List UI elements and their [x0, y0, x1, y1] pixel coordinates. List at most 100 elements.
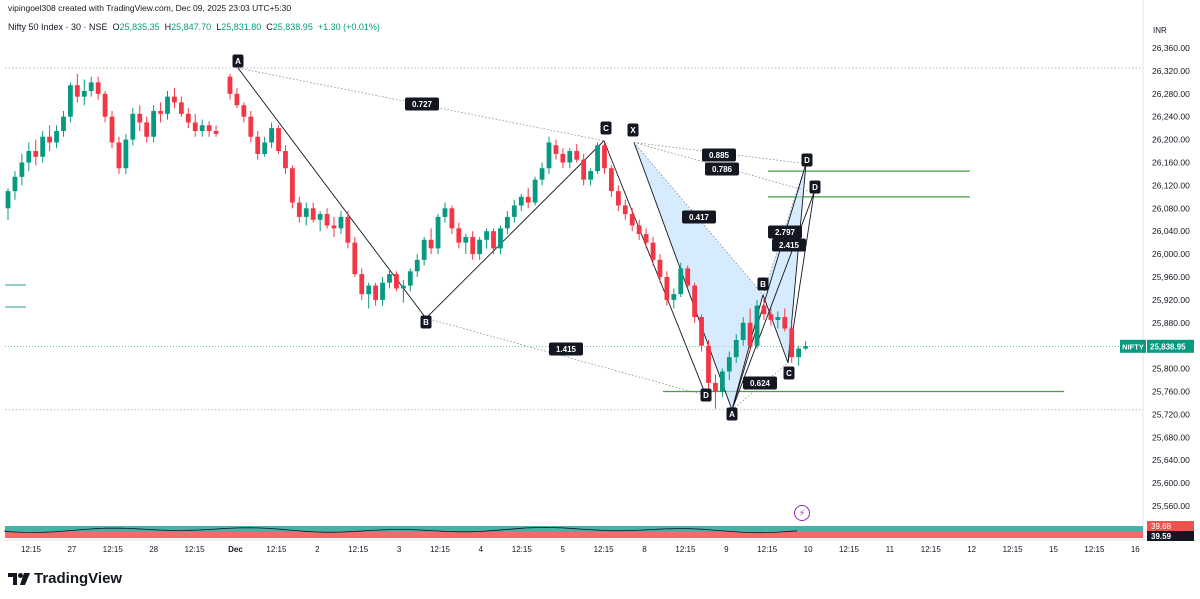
- candle-body: [761, 305, 767, 315]
- candle-body: [130, 113, 136, 140]
- lightning-icon[interactable]: ⚡: [794, 505, 810, 521]
- candle-body: [498, 228, 503, 249]
- price-tick: 26,080.00: [1152, 203, 1190, 213]
- candle-body: [768, 314, 774, 320]
- point-label-bg: [420, 315, 432, 329]
- point-label-c: C: [600, 121, 612, 135]
- time-tick: 12: [967, 545, 976, 554]
- candle-body: [102, 93, 108, 117]
- price-tick: 25,680.00: [1152, 432, 1190, 442]
- candle-body: [636, 225, 642, 235]
- price-tick: 26,040.00: [1152, 226, 1190, 236]
- point-label-c2: C: [783, 366, 795, 380]
- symbol-badge-bg: [1120, 339, 1146, 353]
- time-tick: 3: [397, 545, 402, 554]
- grid-layer: [5, 0, 1200, 541]
- candle-body: [532, 179, 538, 203]
- price-tick: 26,280.00: [1152, 89, 1190, 99]
- time-tick: 12:15: [348, 545, 369, 554]
- candle-body: [303, 208, 309, 217]
- point-label-text: D: [804, 156, 810, 165]
- candle-body: [172, 96, 177, 103]
- ratio-label-bg: [705, 162, 739, 176]
- candle-body: [95, 82, 101, 94]
- price-scale: 26,360.00 26,320.00 26,280.00 26,240.00 26,2…: [1120, 43, 1194, 511]
- ratio-label-text: 2.415: [779, 241, 800, 250]
- candle-body: [754, 305, 760, 346]
- ratio-label-text: 2.797: [775, 228, 796, 237]
- point-label-d3: D: [809, 180, 821, 194]
- point-label-bg: [783, 366, 795, 380]
- indicator-value-text: 39.68: [1151, 522, 1172, 531]
- price-tick: 26,160.00: [1152, 158, 1190, 168]
- candle-body: [109, 116, 115, 143]
- candle-body: [789, 328, 795, 358]
- time-tick: 9: [724, 545, 729, 554]
- price-tick: 25,880.00: [1152, 318, 1190, 328]
- last-price-bg: [1147, 339, 1194, 353]
- brand-name: TradingView: [34, 570, 123, 587]
- candle-body: [394, 274, 399, 289]
- candle-body: [158, 110, 163, 114]
- price-tick: 25,600.00: [1152, 478, 1190, 488]
- ratio-label: 0.624: [743, 376, 777, 390]
- point-label-bg: [726, 407, 738, 421]
- candle-body: [40, 136, 46, 157]
- currency-label[interactable]: INR: [1153, 26, 1167, 35]
- time-tick: 12:15: [430, 545, 451, 554]
- ratio-label-text: 0.417: [689, 213, 710, 222]
- candle-body: [643, 234, 649, 243]
- candles: [5, 73, 808, 409]
- candle-body: [317, 214, 323, 220]
- candle-body: [324, 214, 330, 226]
- candle-body: [276, 128, 281, 152]
- time-tick: 12:15: [512, 545, 533, 554]
- candle-body: [400, 285, 406, 289]
- candle-body: [477, 239, 483, 255]
- candle-body: [352, 242, 358, 275]
- time-tick: 16: [1131, 545, 1140, 554]
- change-value: +1.30 (+0.01%): [317, 22, 380, 32]
- candle-body: [796, 348, 802, 358]
- candle-body: [733, 339, 739, 358]
- ratio-label-bg: [405, 97, 439, 111]
- candle-body: [456, 228, 462, 243]
- candle-body: [560, 153, 566, 163]
- indicator-value-text: 39.59: [1151, 532, 1172, 541]
- price-tick: 26,000.00: [1152, 249, 1190, 259]
- point-label-a2: A: [726, 407, 738, 421]
- point-label-text: X: [630, 126, 636, 135]
- ratio-label: 2.797: [768, 225, 802, 239]
- candle-body: [421, 239, 427, 260]
- price-tick: 25,560.00: [1152, 501, 1190, 511]
- indicator-line: [4, 526, 798, 534]
- candle-body: [574, 151, 580, 160]
- time-tick: 11: [886, 545, 895, 554]
- candle-body: [234, 93, 240, 106]
- candle-body: [144, 122, 150, 137]
- point-label-bg: [627, 123, 639, 137]
- candle-body: [685, 268, 691, 286]
- candle-body: [345, 216, 351, 243]
- point-label-x: X: [627, 123, 639, 137]
- time-tick: 8: [642, 545, 647, 554]
- harmonic-patterns: [237, 67, 1064, 411]
- point-label-text: B: [423, 318, 429, 327]
- candle-body: [428, 239, 434, 249]
- symbol-title[interactable]: Nifty 50 Index · 30 · NSE: [8, 22, 108, 32]
- time-tick: 5: [560, 545, 565, 554]
- candle-body: [54, 131, 59, 143]
- point-label-bg: [809, 180, 821, 194]
- candle-body: [269, 128, 274, 143]
- price-tick: 26,200.00: [1152, 135, 1190, 145]
- brand-logo: TradingView: [8, 570, 122, 587]
- point-label-bg: [700, 388, 712, 402]
- candle-body: [248, 116, 254, 137]
- candle-body: [657, 259, 663, 277]
- close-value: 25,838.95: [272, 22, 313, 32]
- candle-body: [206, 125, 212, 132]
- time-tick: 12:15: [185, 545, 206, 554]
- candle-body: [775, 317, 781, 320]
